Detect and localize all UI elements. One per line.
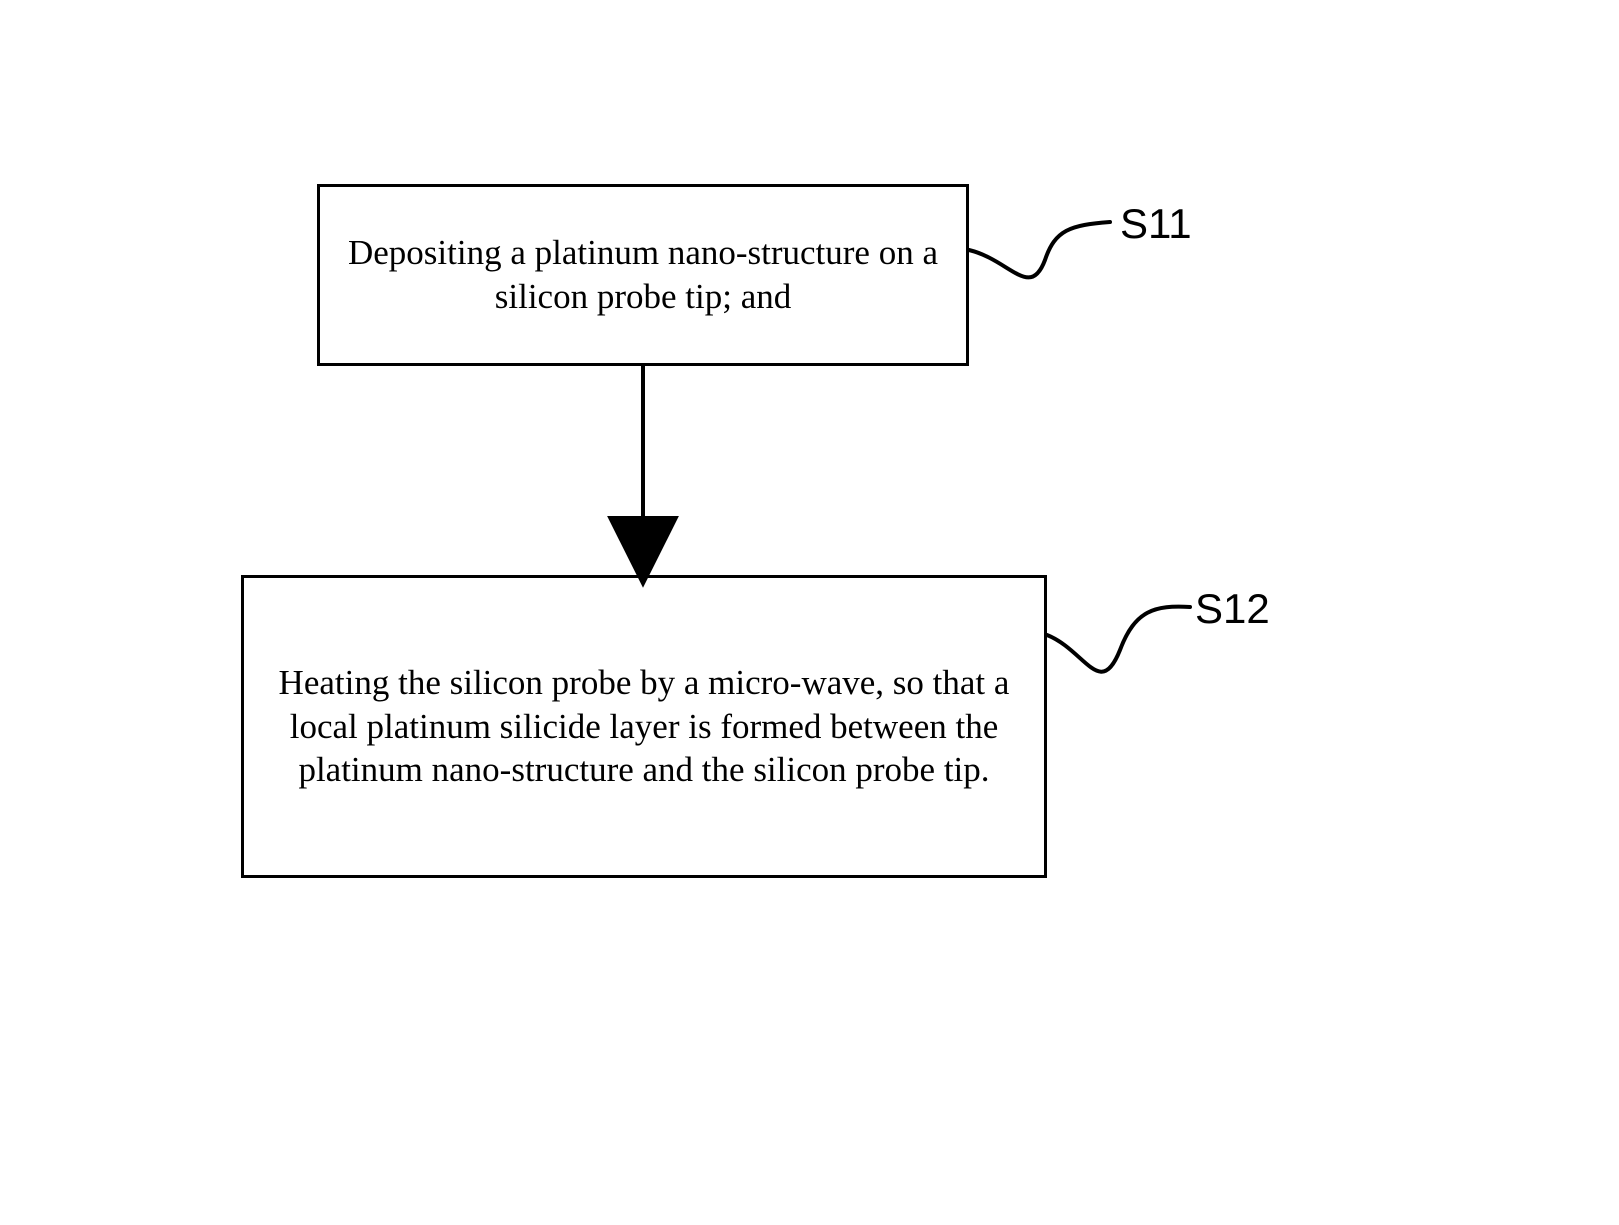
flowchart-edge-0 [0,0,1619,1225]
flowchart-canvas: Depositing a platinum nano-structure on … [0,0,1619,1225]
